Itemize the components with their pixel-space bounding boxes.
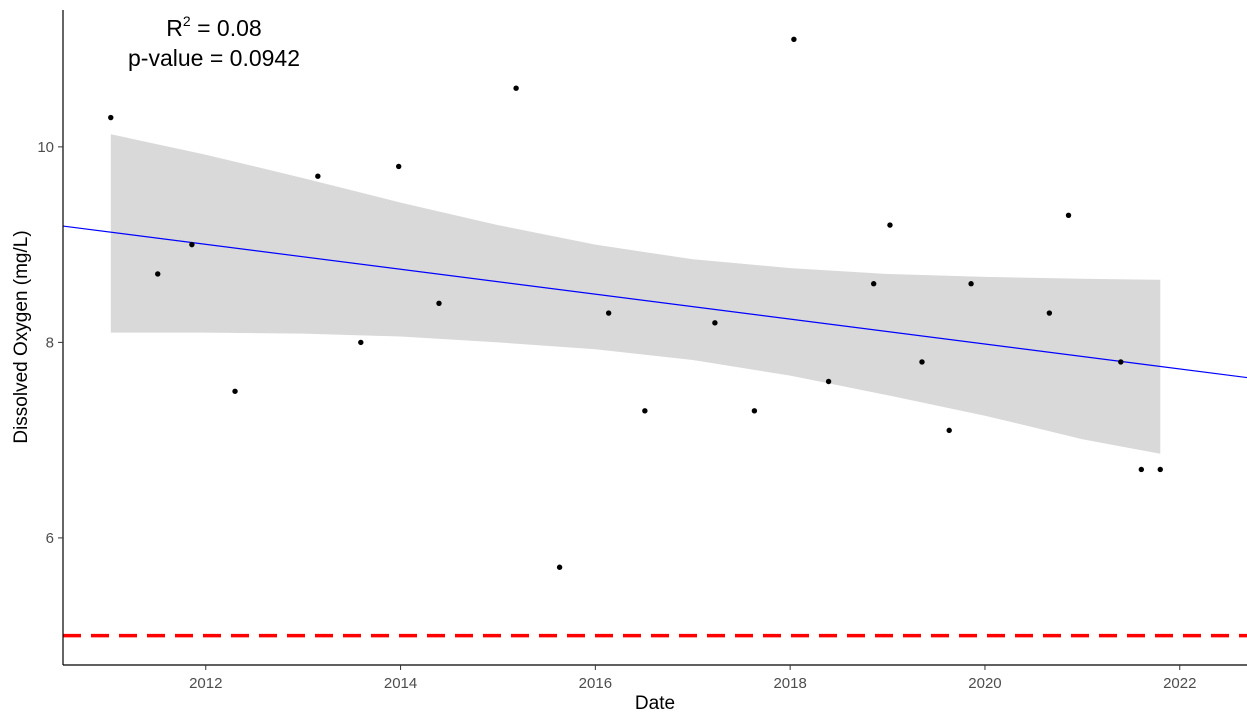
y-tick-label: 6	[46, 530, 54, 547]
x-tick-label: 2018	[773, 675, 806, 692]
data-point	[556, 564, 563, 570]
data-point	[1138, 466, 1145, 473]
y-axis-title: Dissolved Oxygen (mg/L)	[11, 230, 32, 443]
data-point	[968, 281, 974, 287]
data-point	[513, 85, 519, 91]
r-squared-value: = 0.08	[191, 15, 262, 41]
data-point	[870, 281, 877, 287]
p-value-annotation: p-value = 0.0942	[128, 45, 300, 71]
confidence-band-layer	[110, 134, 1161, 454]
x-axis-title: Date	[635, 693, 675, 714]
y-tick-label: 10	[37, 139, 54, 156]
data-point	[395, 163, 402, 170]
data-point	[712, 320, 718, 326]
data-point	[1046, 310, 1053, 316]
r-squared-superscript: 2	[183, 13, 191, 29]
trend-line	[62, 225, 1247, 379]
data-point	[1065, 212, 1072, 218]
data-point	[436, 300, 442, 306]
x-ticks-layer: 2012 2014 2016 2018 2020 2022	[189, 665, 1196, 692]
y-tick-label: 8	[46, 334, 54, 351]
data-point	[108, 114, 114, 121]
data-point	[1118, 359, 1124, 365]
data-point	[825, 378, 832, 385]
r-squared-annotation: R2 = 0.08	[166, 13, 261, 41]
data-point	[919, 359, 925, 365]
data-point	[605, 310, 612, 316]
data-point	[1157, 466, 1163, 473]
x-tick-label: 2022	[1163, 675, 1196, 692]
data-point	[946, 427, 952, 434]
trend-line-layer	[62, 225, 1247, 379]
data-point	[642, 408, 648, 414]
data-point	[232, 388, 238, 394]
data-point	[315, 173, 321, 179]
x-tick-label: 2012	[189, 675, 222, 692]
data-point	[791, 36, 797, 43]
x-tick-label: 2014	[384, 675, 417, 692]
data-point	[358, 339, 364, 346]
data-points-layer	[108, 36, 1163, 570]
r-squared-prefix: R	[166, 15, 183, 41]
x-tick-label: 2020	[968, 675, 1001, 692]
data-point	[189, 241, 195, 248]
confidence-band	[110, 134, 1161, 454]
data-point	[155, 271, 161, 277]
y-ticks-layer: 6 8 10	[37, 139, 63, 547]
data-point	[887, 222, 893, 228]
x-tick-label: 2016	[579, 675, 612, 692]
data-point	[751, 408, 758, 414]
axes-layer	[62, 10, 1247, 666]
